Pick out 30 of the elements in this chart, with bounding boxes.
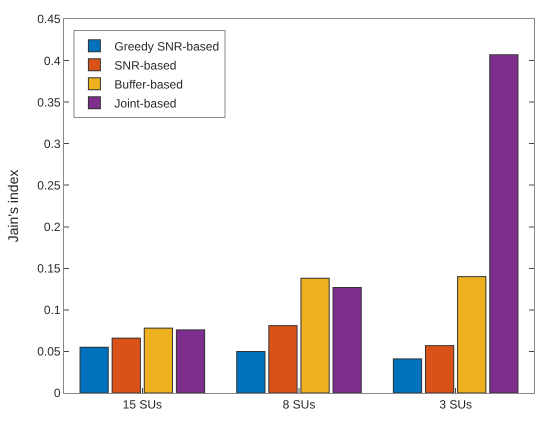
bar: [236, 350, 266, 393]
y-tick-label: 0.3: [44, 136, 61, 151]
bar: [300, 278, 330, 393]
y-tick-label: 0.05: [37, 344, 61, 359]
y-axis-title: Jain's index: [4, 170, 21, 242]
bar: [144, 328, 174, 393]
bar: [268, 325, 298, 393]
legend-label: Greedy SNR-based: [114, 39, 220, 54]
y-tick-label: 0.4: [44, 54, 61, 68]
x-tick-label: 3 SUs: [439, 397, 472, 412]
bar: [80, 346, 109, 393]
bar: [332, 286, 362, 393]
x-tick-label: 8 SUs: [282, 397, 316, 412]
bar: [392, 358, 422, 393]
bar: [112, 338, 141, 393]
legend-label: Buffer-based: [114, 77, 183, 92]
y-tick-label: 0: [54, 386, 61, 400]
y-tick-label: 0.2: [44, 220, 61, 234]
y-tick-label: 0.25: [37, 178, 61, 192]
bar: [489, 54, 518, 393]
y-tick-label: 0.1: [44, 303, 61, 318]
bar: [176, 329, 206, 393]
legend-label: Joint-based: [114, 96, 176, 110]
x-tick-label: 15 SUs: [122, 397, 162, 412]
bar: [457, 276, 486, 393]
y-tick-label: 0.35: [37, 95, 61, 110]
legend-label: SNR-based: [114, 58, 176, 72]
bar: [424, 345, 454, 393]
y-tick-label: 0.15: [37, 262, 61, 276]
y-tick-label: 0.45: [37, 12, 61, 26]
